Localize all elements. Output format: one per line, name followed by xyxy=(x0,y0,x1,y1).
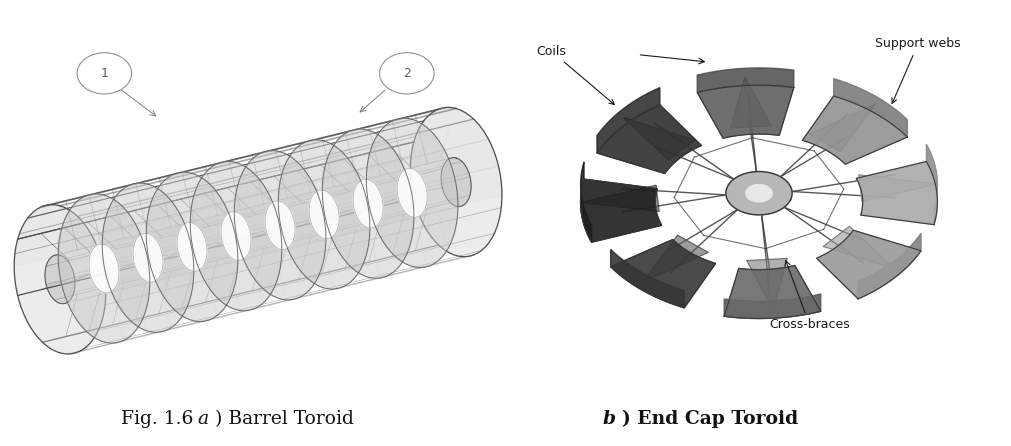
Polygon shape xyxy=(89,244,119,293)
Polygon shape xyxy=(730,77,770,128)
Polygon shape xyxy=(14,205,106,354)
Polygon shape xyxy=(816,230,920,299)
Polygon shape xyxy=(822,226,894,269)
Polygon shape xyxy=(610,249,683,308)
Polygon shape xyxy=(102,183,194,332)
Circle shape xyxy=(77,53,131,94)
Polygon shape xyxy=(265,201,295,250)
Circle shape xyxy=(379,53,434,94)
Text: ) Barrel Toroid: ) Barrel Toroid xyxy=(214,410,353,428)
Polygon shape xyxy=(724,265,820,318)
Polygon shape xyxy=(745,185,771,202)
Polygon shape xyxy=(132,233,163,282)
Polygon shape xyxy=(746,259,787,310)
Text: Support webs: Support webs xyxy=(875,37,960,103)
Polygon shape xyxy=(580,185,658,211)
Polygon shape xyxy=(409,107,501,257)
Polygon shape xyxy=(802,96,907,164)
Text: Cross-braces: Cross-braces xyxy=(768,260,849,331)
Polygon shape xyxy=(366,118,457,268)
Polygon shape xyxy=(725,172,792,215)
Polygon shape xyxy=(234,151,326,300)
Polygon shape xyxy=(177,223,207,271)
Polygon shape xyxy=(44,255,75,304)
Polygon shape xyxy=(14,107,501,292)
Polygon shape xyxy=(697,68,793,92)
Polygon shape xyxy=(59,194,150,343)
Text: a: a xyxy=(197,410,208,428)
Polygon shape xyxy=(643,235,708,282)
Text: 2: 2 xyxy=(402,67,410,80)
Polygon shape xyxy=(857,233,920,299)
Polygon shape xyxy=(353,179,383,228)
Text: 1: 1 xyxy=(100,67,108,80)
Polygon shape xyxy=(833,78,907,137)
Polygon shape xyxy=(925,144,936,225)
Text: Coils: Coils xyxy=(536,45,614,104)
Polygon shape xyxy=(308,190,339,239)
Polygon shape xyxy=(441,157,471,206)
Polygon shape xyxy=(809,104,874,151)
Text: Fig. 1.6: Fig. 1.6 xyxy=(121,410,199,428)
Polygon shape xyxy=(190,161,282,311)
Polygon shape xyxy=(623,117,695,160)
Polygon shape xyxy=(858,175,936,201)
Polygon shape xyxy=(697,85,793,138)
Polygon shape xyxy=(278,140,370,289)
Polygon shape xyxy=(580,179,661,242)
Polygon shape xyxy=(580,162,591,242)
Text: b: b xyxy=(602,410,615,428)
Text: ) End Cap Toroid: ) End Cap Toroid xyxy=(622,409,798,428)
Polygon shape xyxy=(396,169,427,217)
Polygon shape xyxy=(596,87,659,153)
Polygon shape xyxy=(321,129,413,278)
Polygon shape xyxy=(146,172,238,322)
Polygon shape xyxy=(724,294,820,318)
Polygon shape xyxy=(596,105,701,173)
Polygon shape xyxy=(855,161,936,225)
Polygon shape xyxy=(610,240,715,308)
Polygon shape xyxy=(220,212,251,260)
